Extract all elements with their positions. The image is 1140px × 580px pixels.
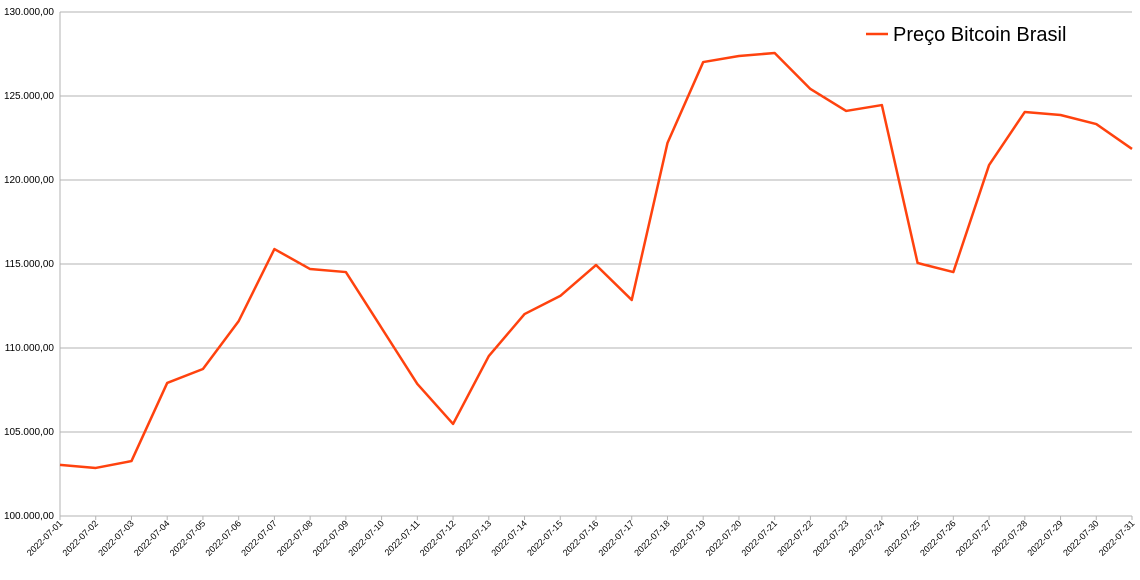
x-tick-label: 2022-07-31 bbox=[1097, 518, 1137, 558]
x-tick-label: 2022-07-26 bbox=[918, 518, 958, 558]
y-tick-label: 105.000,00 bbox=[4, 427, 54, 438]
x-tick-label: 2022-07-01 bbox=[25, 518, 65, 558]
x-tick-label: 2022-07-12 bbox=[418, 518, 458, 558]
x-tick-label: 2022-07-20 bbox=[704, 518, 744, 558]
x-tick-label: 2022-07-15 bbox=[525, 518, 565, 558]
x-tick-label: 2022-07-07 bbox=[239, 518, 279, 558]
y-tick-label: 115.000,00 bbox=[5, 259, 55, 270]
x-tick-label: 2022-07-19 bbox=[668, 518, 708, 558]
data-line bbox=[59, 51, 1133, 470]
y-tick-label: 130.000,00 bbox=[4, 7, 54, 18]
legend-label: Preço Bitcoin Brasil bbox=[893, 24, 1066, 46]
x-tick-label: 2022-07-25 bbox=[882, 518, 922, 558]
x-tick-label: 2022-07-30 bbox=[1061, 518, 1101, 558]
x-tick-label: 2022-07-11 bbox=[383, 518, 422, 557]
x-tick-label: 2022-07-09 bbox=[311, 518, 351, 558]
x-tick-label: 2022-07-23 bbox=[811, 518, 851, 558]
x-tick-label: 2022-07-17 bbox=[597, 518, 637, 558]
x-tick-label: 2022-07-22 bbox=[775, 518, 815, 558]
x-tick-label: 2022-07-08 bbox=[275, 518, 315, 558]
x-tick-label: 2022-07-03 bbox=[96, 518, 136, 558]
y-tick-label: 125.000,00 bbox=[4, 91, 54, 102]
x-tick-label: 2022-07-27 bbox=[954, 518, 994, 558]
y-tick-label: 120.000,00 bbox=[4, 175, 54, 186]
y-tick-label: 100.000,00 bbox=[4, 511, 54, 522]
x-tick-label: 2022-07-06 bbox=[203, 518, 243, 558]
x-tick-label: 2022-07-05 bbox=[168, 518, 208, 558]
y-tick-label: 110.000,00 bbox=[5, 343, 55, 354]
x-tick-label: 2022-07-28 bbox=[990, 518, 1030, 558]
x-tick-label: 2022-07-04 bbox=[132, 518, 172, 558]
x-tick-label: 2022-07-16 bbox=[561, 518, 601, 558]
x-tick-label: 2022-07-14 bbox=[489, 518, 529, 558]
x-tick-label: 2022-07-13 bbox=[454, 518, 494, 558]
x-tick-label: 2022-07-29 bbox=[1025, 518, 1065, 558]
x-tick-label: 2022-07-10 bbox=[346, 518, 386, 558]
x-tick-label: 2022-07-18 bbox=[632, 518, 672, 558]
x-tick-label: 2022-07-21 bbox=[739, 518, 779, 558]
x-tick-label: 2022-07-02 bbox=[61, 518, 101, 558]
x-tick-label: 2022-07-24 bbox=[847, 518, 887, 558]
